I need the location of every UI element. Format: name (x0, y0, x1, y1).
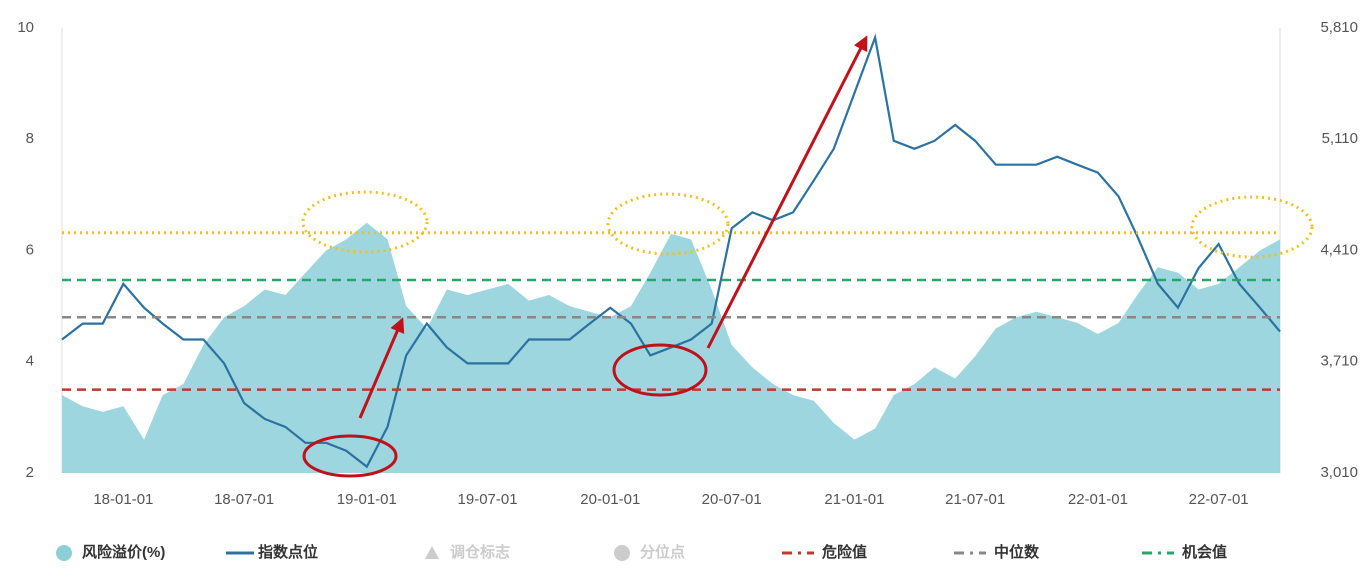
x-tick-label: 19-01-01 (337, 491, 397, 508)
y2-tick-label: 5,810 (1320, 19, 1358, 36)
annotations (301, 35, 1314, 478)
y-tick-label: 8 (26, 130, 34, 147)
x-tick-label: 19-07-01 (458, 491, 518, 508)
x-tick-label: 21-01-01 (824, 491, 884, 508)
highlight-ellipse (301, 190, 429, 254)
legend-label: 机会值 (1182, 543, 1227, 561)
low-ellipse (302, 434, 398, 478)
legend-marker (56, 545, 72, 561)
x-tick-label: 20-07-01 (702, 491, 762, 508)
y2-tick-label: 3,010 (1320, 464, 1358, 481)
y-tick-label: 2 (26, 464, 34, 481)
x-tick-label: 22-07-01 (1189, 491, 1249, 508)
legend-label: 指数点位 (258, 543, 318, 561)
plot: 2 4 6 8 10 3,010 3,710 4,410 5,110 5,810 18-01-01 1… (17, 19, 1358, 508)
highlight-ellipse (1190, 195, 1314, 259)
legend: 风险溢价(%) 指数点位 调仓标志 分位点 危险值 中位数 机会值 (56, 543, 1227, 561)
legend-label: 危险值 (822, 543, 867, 561)
legend-label: 风险溢价(%) (82, 543, 165, 561)
legend-label: 调仓标志 (450, 543, 510, 561)
legend-marker (425, 546, 439, 559)
low-ellipse (612, 343, 708, 397)
legend-label: 中位数 (994, 543, 1040, 561)
y-tick-label: 6 (26, 241, 34, 258)
y2-tick-label: 5,110 (1322, 130, 1358, 147)
arrow (706, 35, 868, 349)
y2-tick-label: 3,710 (1320, 353, 1358, 370)
x-tick-label: 22-01-01 (1068, 491, 1128, 508)
x-tick-label: 18-01-01 (93, 491, 153, 508)
highlight-ellipse (606, 192, 730, 256)
y-tick-label: 10 (17, 19, 34, 36)
x-tick-label: 18-07-01 (214, 491, 274, 508)
x-tick-label: 20-01-01 (580, 491, 640, 508)
line (61, 33, 1281, 469)
legend-marker (614, 545, 630, 561)
y2-tick-label: 4,410 (1320, 241, 1358, 258)
arrow (358, 317, 405, 419)
y-tick-label: 4 (26, 353, 34, 370)
x-tick-label: 21-07-01 (945, 491, 1005, 508)
legend-label: 分位点 (640, 543, 685, 561)
